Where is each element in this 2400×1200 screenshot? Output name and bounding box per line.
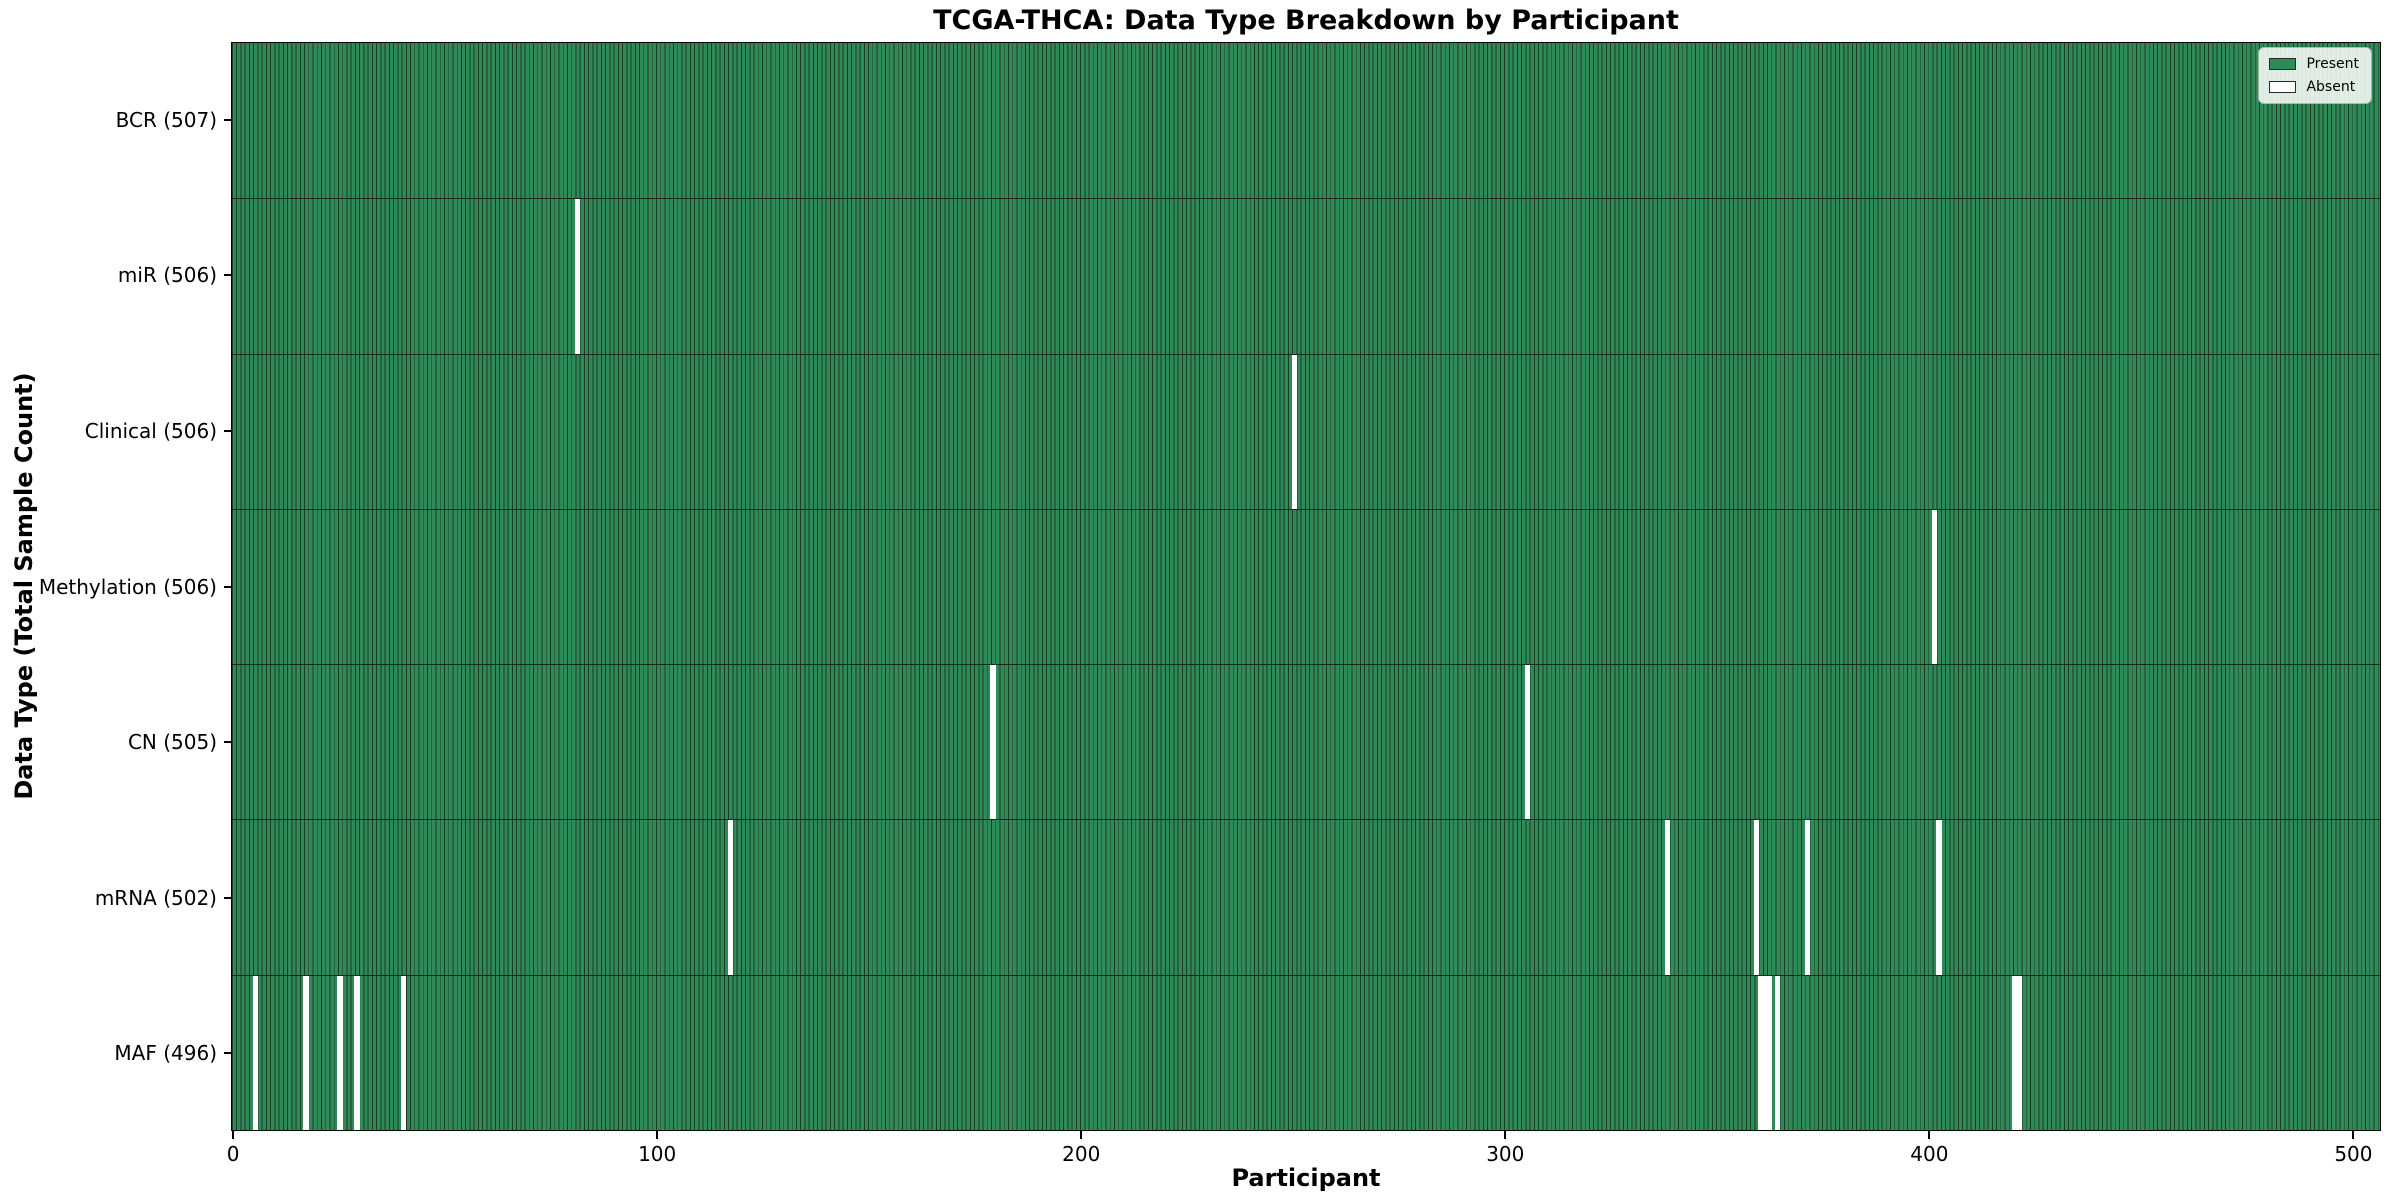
absent-gap-Methylation-401 (1931, 509, 1938, 665)
x-tick-mark-500 (2352, 1131, 2355, 1139)
datatype-row-Clinical (232, 353, 2380, 509)
datatype-row-miR (232, 198, 2380, 354)
absent-gap-mRNA-371 (1804, 820, 1811, 975)
legend-item-present: Present (2269, 56, 2359, 72)
absent-gap-MAF-25 (337, 975, 343, 1130)
x-tick-mark-100 (656, 1131, 659, 1139)
absent-gap-CN-179 (990, 665, 996, 820)
datatype-row-BCR (232, 43, 2380, 199)
absent-gap-MAF-362 (1766, 975, 1772, 1130)
y-tick-label-Clinical: Clinical (506) (84, 418, 217, 443)
x-tick-mark-300 (1504, 1131, 1507, 1139)
datatype-row-CN (232, 664, 2380, 820)
legend-absent-swatch-icon (2269, 81, 2297, 93)
datatype-row-Methylation (232, 508, 2380, 665)
x-tick-label-500: 500 (2334, 1142, 2373, 1166)
absent-gap-mRNA-359 (1753, 820, 1760, 975)
legend: Present Absent (2258, 47, 2372, 104)
plot-area (231, 42, 2381, 1131)
y-tick-mark-miR (224, 274, 231, 277)
y-tick-label-MAF: MAF (496) (114, 1041, 217, 1066)
x-tick-label-400: 400 (1910, 1142, 1949, 1166)
absent-gap-MAF-420 (2012, 975, 2018, 1130)
datatype-row-MAF (232, 974, 2380, 1130)
absent-gap-Clinical-250 (1291, 354, 1297, 509)
x-axis-label: Participant (1231, 1164, 1381, 1192)
y-tick-mark-CN (224, 741, 231, 744)
absent-gap-CN-305 (1524, 665, 1531, 820)
absent-gap-MAF-40 (401, 975, 407, 1130)
absent-gap-MAF-421 (2016, 975, 2023, 1130)
absent-gap-MAF-29 (354, 975, 360, 1130)
legend-absent-label: Absent (2306, 79, 2356, 95)
x-tick-label-200: 200 (1062, 1142, 1101, 1166)
absent-gap-MAF-364 (1774, 975, 1781, 1130)
legend-present-swatch-icon (2269, 58, 2297, 70)
y-tick-label-CN: CN (505) (127, 730, 217, 755)
x-tick-mark-0 (232, 1131, 235, 1139)
y-tick-mark-mRNA (224, 896, 231, 899)
y-tick-label-miR: miR (506) (117, 263, 217, 288)
absent-gap-MAF-17 (303, 975, 309, 1130)
legend-present-label: Present (2306, 56, 2359, 72)
y-tick-label-BCR: BCR (507) (115, 107, 217, 132)
x-tick-label-100: 100 (638, 1142, 677, 1166)
absent-gap-MAF-360 (1758, 975, 1764, 1130)
y-tick-mark-MAF (224, 1052, 231, 1055)
chart-title: TCGA-THCA: Data Type Breakdown by Partic… (933, 5, 1679, 36)
y-tick-mark-Methylation (224, 585, 231, 588)
datatype-row-mRNA (232, 819, 2380, 975)
absent-gap-mRNA-338 (1664, 820, 1671, 975)
x-tick-label-300: 300 (1486, 1142, 1525, 1166)
absent-gap-MAF-361 (1762, 975, 1768, 1130)
absent-gap-MAF-5 (252, 975, 259, 1130)
absent-gap-mRNA-402 (1936, 820, 1942, 975)
y-tick-label-Methylation: Methylation (506) (38, 574, 217, 599)
y-tick-label-mRNA: mRNA (502) (94, 885, 217, 910)
x-tick-mark-400 (1928, 1131, 1931, 1139)
x-tick-label-0: 0 (226, 1142, 240, 1166)
absent-gap-miR-81 (574, 199, 581, 354)
x-tick-mark-200 (1080, 1131, 1083, 1139)
absent-gap-mRNA-117 (727, 820, 733, 975)
y-tick-mark-Clinical (224, 429, 231, 432)
legend-item-absent: Absent (2269, 79, 2359, 95)
y-tick-mark-BCR (224, 118, 231, 121)
